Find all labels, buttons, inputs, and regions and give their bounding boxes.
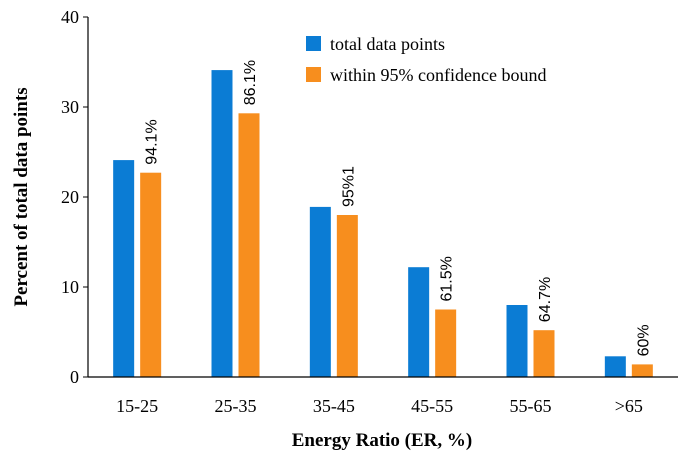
bar-labels: 94.1% 86.1% 95%1 61.5% 64.7% 60% <box>144 60 653 356</box>
legend: total data points within 95% confidence b… <box>306 34 546 85</box>
bar <box>435 309 457 377</box>
bar <box>140 172 162 377</box>
bar-data-label: 95%1 <box>340 166 357 207</box>
y-tick-label: 30 <box>61 97 79 117</box>
y-tick-label: 10 <box>61 277 79 297</box>
x-axis-title: Energy Ratio (ER, %) <box>292 430 472 451</box>
axes: 0 10 20 30 40 15-25 25-35 35-45 45-55 55-65 >65 <box>61 7 678 416</box>
x-tick-label: 25-35 <box>215 396 257 416</box>
bar <box>604 356 626 377</box>
bar-data-label: 94.1% <box>144 119 161 164</box>
bar <box>336 215 358 377</box>
y-axis-title: Percent of total data points <box>11 87 32 306</box>
bar <box>408 267 430 377</box>
legend-swatch <box>306 67 321 82</box>
bar <box>309 206 331 377</box>
bar-data-label: 61.5% <box>439 256 456 301</box>
x-tick-label: 15-25 <box>116 396 158 416</box>
y-tick-label: 20 <box>61 187 79 207</box>
bar <box>113 160 135 377</box>
x-tick-label: 55-65 <box>510 396 552 416</box>
bar <box>533 330 555 377</box>
legend-label: within 95% confidence bound <box>330 65 546 85</box>
bar-group <box>113 70 653 378</box>
bar-data-label: 86.1% <box>242 60 259 105</box>
x-tick-label: >65 <box>615 396 643 416</box>
legend-label: total data points <box>330 34 445 54</box>
legend-swatch <box>306 36 321 51</box>
bar-data-label: 60% <box>635 324 652 356</box>
x-tick-label: 45-55 <box>411 396 453 416</box>
y-tick-label: 0 <box>70 367 79 387</box>
bar <box>238 113 260 378</box>
bar <box>631 364 653 377</box>
x-tick-label: 35-45 <box>313 396 355 416</box>
bar <box>211 70 233 377</box>
y-tick-label: 40 <box>61 7 79 27</box>
bar <box>506 305 528 377</box>
bar-data-label: 64.7% <box>537 277 554 322</box>
